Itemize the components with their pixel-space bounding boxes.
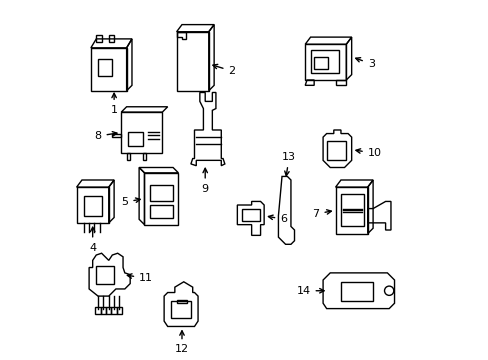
Text: 4: 4 [89,227,96,252]
Text: 12: 12 [175,331,189,354]
Bar [111,307,116,314]
Bar [149,185,173,202]
Bar [106,307,111,314]
Bar [98,59,112,76]
Bar [305,44,346,80]
Bar [149,205,173,217]
Bar [101,307,106,314]
Bar [116,307,122,314]
Text: 8: 8 [94,131,117,141]
Bar [313,57,328,69]
Bar [108,35,114,42]
Text: 6: 6 [268,214,286,224]
Text: 3: 3 [355,58,374,69]
Bar [121,112,162,153]
Bar [241,208,259,221]
Bar [176,32,208,91]
Bar [171,301,190,318]
Text: 7: 7 [312,209,331,219]
Text: 13: 13 [282,152,296,176]
Bar [128,132,142,146]
Bar [91,48,126,91]
Bar [340,282,372,301]
Bar [95,307,101,314]
Bar [96,266,114,284]
Bar [144,173,178,225]
Text: 14: 14 [296,286,324,296]
Text: 2: 2 [212,64,235,76]
Text: 1: 1 [110,93,118,115]
Bar [310,50,339,73]
Text: 9: 9 [201,168,208,194]
Bar [340,194,364,226]
Bar [77,187,108,223]
Bar [96,35,102,42]
Bar [83,196,102,216]
Text: 10: 10 [355,148,381,158]
Text: 5: 5 [121,197,140,207]
Text: 11: 11 [127,273,153,283]
Bar [335,187,367,234]
Bar [326,141,346,160]
